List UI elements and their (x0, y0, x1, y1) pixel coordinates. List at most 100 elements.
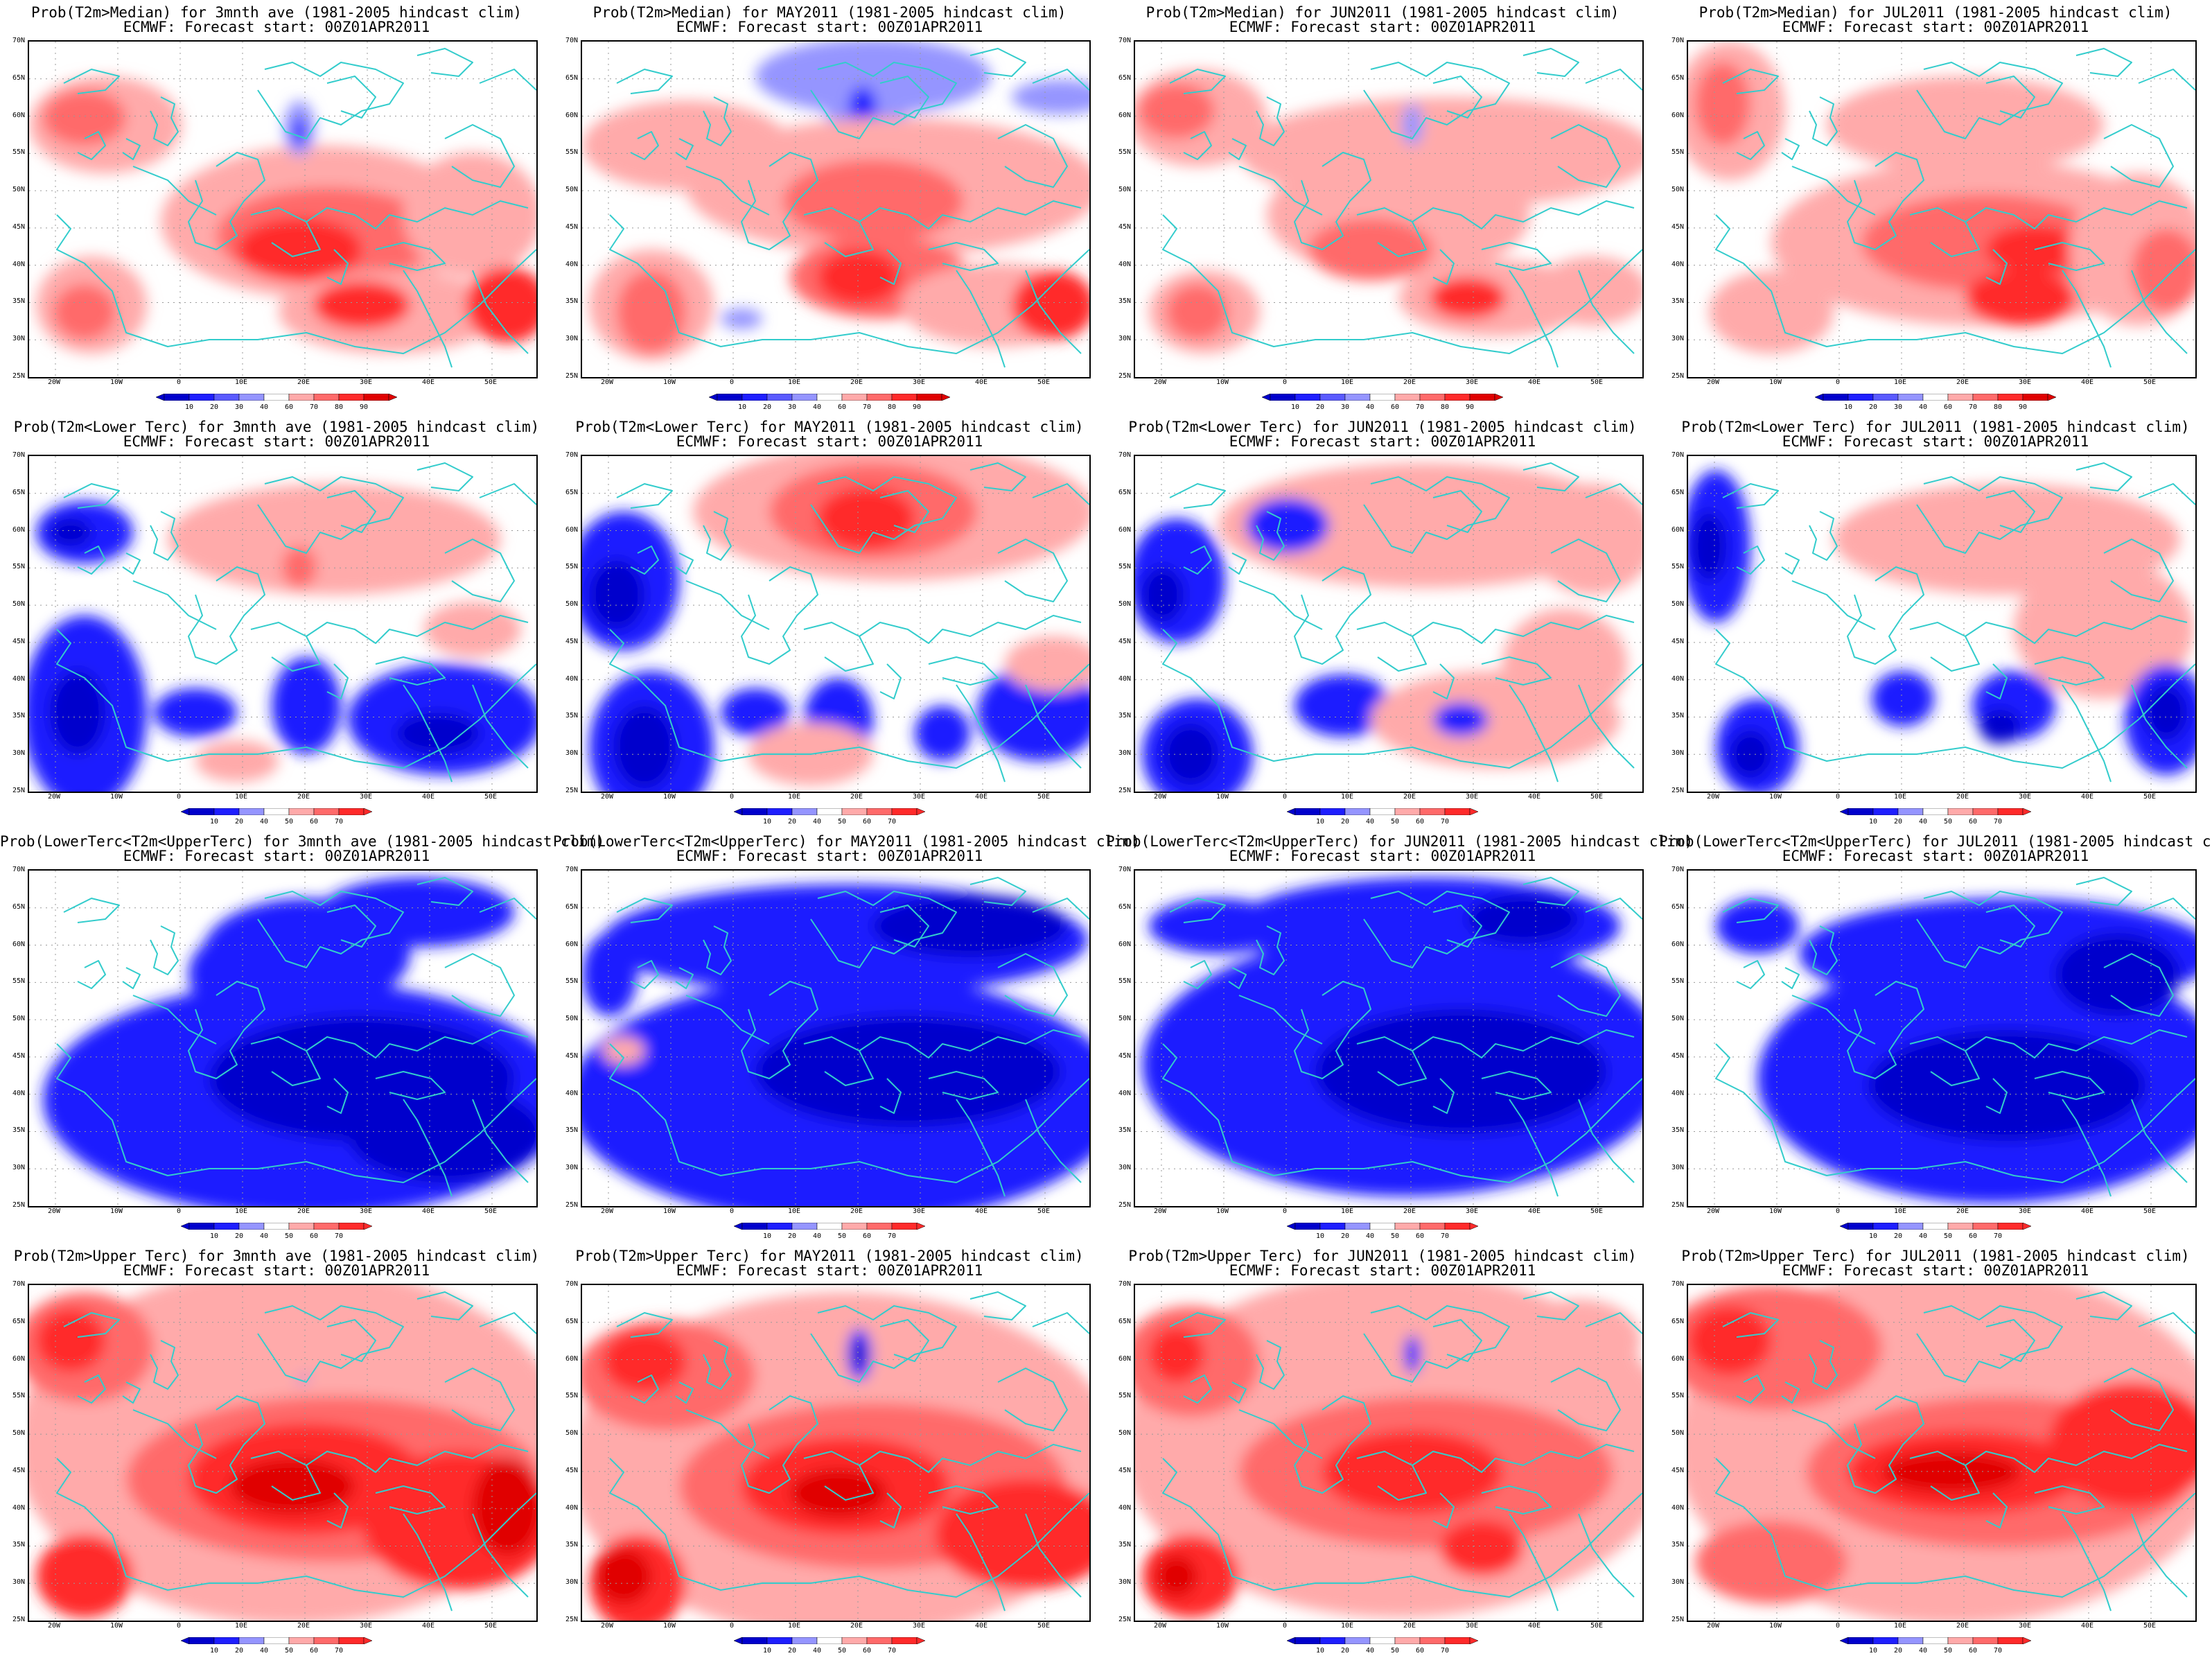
lon-tick-label: 20W (1153, 793, 1167, 801)
lat-tick-label: 60N (1671, 525, 1684, 534)
colorbar-swatch (1270, 394, 1296, 401)
colorbar-label: 70 (309, 403, 319, 411)
coastline (803, 207, 874, 257)
colorbar-swatch (1394, 808, 1421, 815)
map-canvas (1688, 42, 2195, 377)
colorbar-swatch (1369, 808, 1396, 815)
colorbar-label: 60 (309, 1232, 319, 1240)
colorbar-swatch (1897, 1637, 1924, 1644)
lat-tick-label: 60N (12, 111, 25, 119)
lat-tick-label: 60N (1671, 111, 1684, 119)
colorbar-swatch (1344, 808, 1371, 815)
lon-tick-label: 10E (1340, 793, 1354, 801)
colorbar-swatch (891, 1223, 918, 1230)
lon-tick-label: 50E (484, 1207, 498, 1215)
lon-tick-label: 50E (1037, 1622, 1051, 1630)
lat-tick-label: 45N (1118, 1051, 1131, 1060)
colorbar-label: 40 (259, 403, 269, 411)
lon-tick-label: 10W (1215, 793, 1229, 801)
lon-tick-label: 10W (109, 793, 123, 801)
coastline (810, 476, 957, 554)
probability-contour (188, 933, 286, 1016)
panel-title: Prob(T2m>Upper Terc) for MAY2011 (1981-2… (575, 1248, 1084, 1264)
lat-tick-label: 65N (565, 488, 578, 496)
lon-tick-label: 20W (47, 793, 61, 801)
probability-contour (1695, 1521, 1847, 1604)
lat-tick-label: 35N (1671, 1541, 1684, 1549)
colorbar-swatch (238, 394, 265, 401)
colorbar-label: 60 (1390, 403, 1400, 411)
coastline (1578, 270, 1635, 354)
lon-tick-label: 30E (912, 378, 926, 386)
lat-tick-label: 40N (565, 1503, 578, 1512)
coastline (609, 1458, 1089, 1598)
coastline (1356, 1451, 1427, 1501)
probability-contour (50, 671, 105, 754)
lon-tick-label: 0 (729, 793, 735, 801)
colorbar-label: 60 (1415, 818, 1425, 826)
lat-tick-label: 60N (1671, 940, 1684, 948)
lat-tick-label: 55N (565, 563, 578, 571)
coastline (416, 1291, 473, 1320)
coastline (1509, 684, 1559, 783)
coastline (326, 76, 376, 119)
lon-tick-label: 10W (1215, 378, 1229, 386)
lat-tick-label: 25N (1671, 372, 1684, 380)
coastline (1985, 1078, 2008, 1114)
coastline (1238, 995, 1323, 1045)
lon-tick-label: 50E (484, 793, 498, 801)
coastline (1736, 131, 1765, 160)
colorbar-label: 40 (1365, 818, 1375, 826)
lon-tick-label: 20E (1403, 1622, 1416, 1630)
coastline (257, 62, 404, 139)
coastline (63, 1312, 120, 1338)
lon-tick-label: 40E (421, 793, 435, 801)
lat-tick-label: 60N (1118, 525, 1131, 534)
coastline (1985, 1492, 2008, 1528)
coastline (1238, 166, 1323, 216)
colorbar-swatch (1947, 1637, 1974, 1644)
coastline (2034, 656, 2105, 686)
coastline (122, 1381, 141, 1404)
probability-map (581, 1284, 1091, 1622)
colorbar-label: 10 (762, 1647, 772, 1655)
colorbar-swatch (1419, 1223, 1446, 1230)
lat-tick-label: 40N (1118, 1089, 1131, 1097)
colorbar-swatch (238, 808, 265, 815)
colorbar-swatch (213, 394, 240, 401)
lat-tick-label: 65N (12, 902, 25, 911)
lon-tick-label: 20W (600, 793, 614, 801)
lat-tick-label: 70N (565, 1280, 578, 1288)
coastline (685, 580, 770, 630)
lon-tick-label: 0 (176, 793, 182, 801)
map-canvas (1688, 871, 2195, 1206)
coastline (326, 249, 349, 285)
lon-tick-label: 30E (912, 1207, 926, 1215)
lat-tick-label: 60N (1118, 1354, 1131, 1363)
probability-contour (1827, 76, 2104, 173)
coastline (2062, 684, 2112, 783)
coastline (77, 1375, 106, 1404)
lon-tick-label: 20W (1706, 378, 1720, 386)
probability-contour (1149, 1327, 1204, 1382)
coastline (479, 1312, 536, 1334)
colorbar-swatch (1394, 1223, 1421, 1230)
probability-contour (230, 1458, 355, 1514)
lat-tick-label: 25N (12, 1201, 25, 1209)
colorbar-swatch (1997, 808, 2024, 815)
lat-tick-label: 35N (1118, 1541, 1131, 1549)
colorbar-label: 80 (887, 403, 897, 411)
coastline (326, 490, 376, 533)
lat-tick-label: 45N (1671, 637, 1684, 645)
probability-contour (1516, 1299, 1641, 1382)
lat-tick-label: 50N (12, 186, 25, 194)
colorbar (1815, 394, 2056, 401)
panel-subtitle: ECMWF: Forecast start: 00Z01APR2011 (676, 19, 983, 35)
colorbar-label: 10 (1290, 403, 1300, 411)
colorbar-swatch (188, 1223, 215, 1230)
lon-tick-label: 20E (850, 378, 863, 386)
coastline (803, 622, 874, 672)
colorbar-label: 60 (1415, 1647, 1425, 1655)
panel-subtitle: ECMWF: Forecast start: 00Z01APR2011 (1782, 19, 2089, 35)
lat-tick-label: 45N (565, 637, 578, 645)
